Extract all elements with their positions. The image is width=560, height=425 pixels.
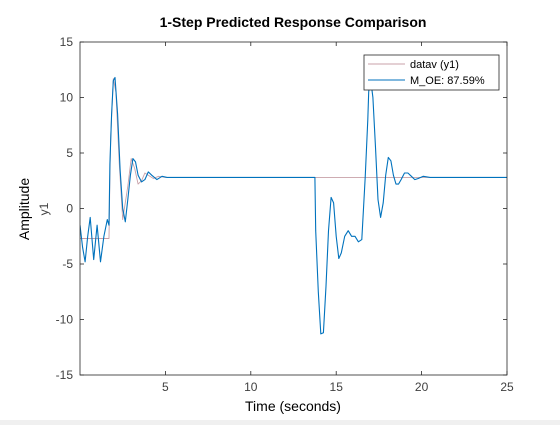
x-tick-label: 25	[500, 380, 514, 394]
y-tick-label: -10	[56, 313, 74, 327]
plot-area	[80, 42, 507, 375]
legend-label-datav: datav (y1)	[410, 59, 459, 71]
y-tick-label: 10	[60, 91, 74, 105]
legend-box	[363, 54, 500, 91]
legend[interactable]: datav (y1) M_OE: 87.59%	[363, 54, 500, 91]
y-tick-label: -15	[56, 368, 74, 382]
y-tick-label: 15	[60, 35, 74, 49]
series-line-m-oe	[80, 76, 507, 335]
legend-label-m-oe: M_OE: 87.59%	[410, 75, 485, 87]
x-tick-label: 15	[330, 380, 344, 394]
x-axis-label: Time (seconds)	[245, 398, 341, 414]
x-tick-label: 20	[415, 380, 429, 394]
y-axis-label: Amplitude	[16, 178, 32, 240]
x-tick-label: 10	[244, 380, 258, 394]
y-tick-label: 0	[66, 202, 73, 216]
y-channel-label: y1	[37, 202, 51, 215]
chart-title: 1-Step Predicted Response Comparison	[160, 14, 427, 30]
ticks-layer: 5 10 15 20 25 -15 -10 -5 0 5 10 15	[56, 35, 514, 394]
y-tick-label: -5	[62, 257, 73, 271]
x-tick-label: 5	[162, 380, 169, 394]
series-layer	[80, 76, 507, 335]
y-tick-label: 5	[66, 146, 73, 160]
